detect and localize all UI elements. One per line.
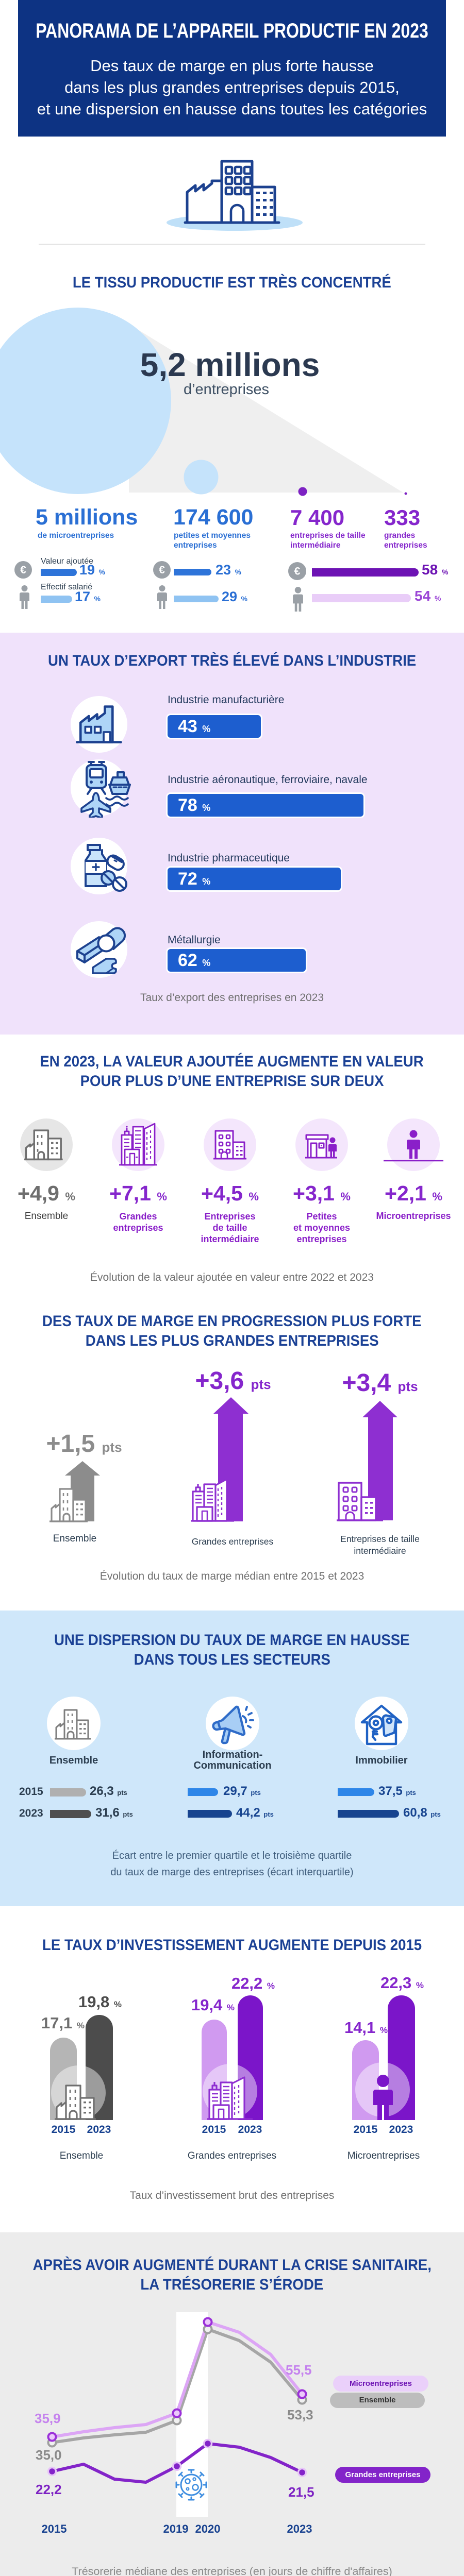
svg-text:€: € xyxy=(294,565,300,578)
svg-text:€: € xyxy=(159,564,165,576)
svg-text:€: € xyxy=(20,564,26,576)
